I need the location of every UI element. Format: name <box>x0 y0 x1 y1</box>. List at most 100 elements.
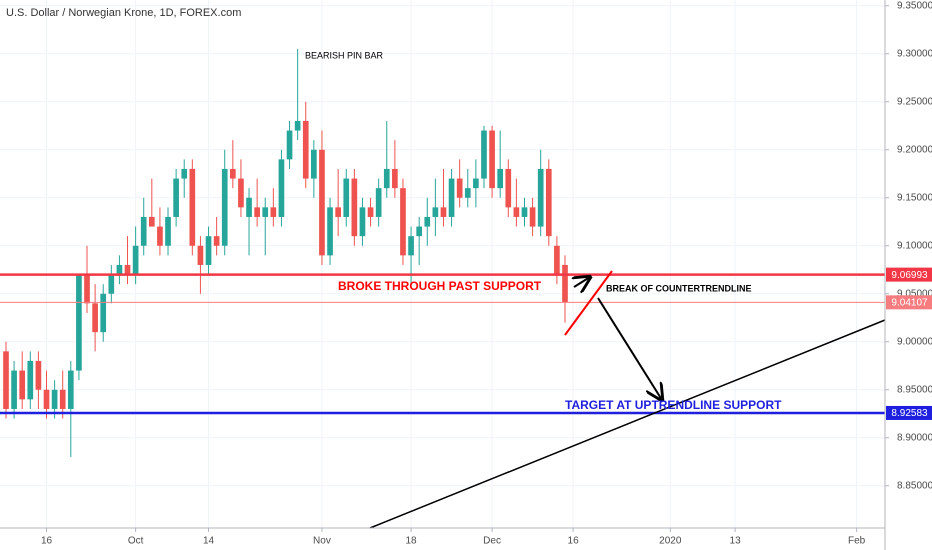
candle-body <box>448 178 455 217</box>
candle-body <box>43 389 50 409</box>
candle-body <box>124 264 131 275</box>
candle-body <box>416 226 423 237</box>
candle-body <box>489 130 495 189</box>
y-tick-label: 9.00000 <box>897 336 932 347</box>
y-tick-label: 9.15000 <box>897 192 932 203</box>
candle-body <box>229 168 236 179</box>
candle-body <box>327 207 333 256</box>
candle-body <box>205 236 212 265</box>
candle-body <box>51 389 58 409</box>
candle-body <box>537 168 544 227</box>
x-tick-label: Nov <box>313 536 331 547</box>
arrow <box>597 297 662 400</box>
y-tick-label: 8.85000 <box>897 480 932 491</box>
candle-body <box>140 216 147 246</box>
price-label: 9.06993 <box>891 270 928 281</box>
price-label-box <box>886 267 932 282</box>
candle-body <box>311 149 317 179</box>
candle-body <box>108 274 115 294</box>
y-tick-label: 9.10000 <box>897 240 932 251</box>
candle-body <box>464 188 471 198</box>
candle-body <box>246 197 252 217</box>
candle-body <box>392 168 398 189</box>
y-tick-label: 9.05000 <box>897 288 932 299</box>
x-tick-label: Feb <box>848 536 866 547</box>
x-tick-label: 16 <box>41 536 53 547</box>
candle-body <box>76 274 82 371</box>
candle-body <box>383 168 390 189</box>
candle-body <box>213 236 220 246</box>
candle-body <box>562 264 568 303</box>
candle-body <box>11 370 17 409</box>
x-tick-label: Dec <box>483 536 501 547</box>
x-tick-label: 18 <box>406 536 418 547</box>
x-tick-label: 14 <box>203 536 215 547</box>
candle-body <box>294 120 301 131</box>
candle-body <box>27 360 34 400</box>
candle-body <box>319 149 325 256</box>
y-tick-label: 9.30000 <box>897 48 932 59</box>
x-tick-label: 2020 <box>659 536 682 547</box>
x-tick-label: Oct <box>128 536 144 547</box>
x-tick-label: 16 <box>568 536 580 547</box>
candle-body <box>181 168 188 179</box>
candle-body <box>456 178 463 198</box>
annotation: BEARISH PIN BAR <box>305 50 384 60</box>
candle-body <box>351 178 358 237</box>
candle-body <box>173 178 179 217</box>
candle-body <box>262 207 269 217</box>
candle-body <box>238 178 244 208</box>
candle-body <box>148 216 155 227</box>
candle-body <box>481 130 487 179</box>
price-label: 8.92583 <box>891 408 928 419</box>
candle-body <box>343 178 350 217</box>
candle-body <box>84 274 90 304</box>
candle-body <box>221 168 228 246</box>
candle-body <box>335 207 341 217</box>
candle-body <box>440 207 447 217</box>
arrow <box>574 277 590 287</box>
candle-body <box>19 370 26 400</box>
candle-body <box>359 207 366 237</box>
price-label-box <box>886 295 932 310</box>
candle-body <box>432 207 439 217</box>
candle-body <box>375 188 382 217</box>
candle-body <box>100 293 107 333</box>
price-label: 9.04107 <box>891 297 928 308</box>
candle-body <box>157 226 163 246</box>
countertrend-line <box>564 270 613 336</box>
y-tick-label: 9.25000 <box>897 96 932 107</box>
y-tick-label: 8.95000 <box>897 384 932 395</box>
chart-title: U.S. Dollar / Norwegian Krone, 1D, FOREX… <box>6 7 241 19</box>
price-label-box <box>886 405 932 420</box>
candle-body <box>521 207 528 217</box>
y-tick-label: 9.35000 <box>897 0 932 11</box>
annotation: BREAK OF COUNTERTRENDLINE <box>606 283 752 293</box>
candle-body <box>59 389 66 409</box>
candle-body <box>165 216 171 246</box>
candle-body <box>545 168 552 237</box>
candle-body <box>189 168 196 246</box>
candle-body <box>529 207 536 227</box>
candle-body <box>400 188 406 256</box>
candle-body <box>554 245 560 275</box>
candle-body <box>513 207 520 217</box>
candle-body <box>367 207 374 217</box>
candle-body <box>254 207 260 217</box>
y-tick-label: 9.20000 <box>897 144 932 155</box>
candle-body <box>92 303 98 333</box>
candle-body <box>35 360 42 390</box>
candle-body <box>132 245 139 275</box>
candle-body <box>278 159 285 217</box>
x-tick-label: 13 <box>730 536 742 547</box>
candle-body <box>473 178 479 189</box>
candle-body <box>424 216 431 227</box>
candle-body <box>3 351 9 409</box>
annotation: BROKE THROUGH PAST SUPPORT <box>338 279 542 293</box>
candle-body <box>505 168 512 208</box>
uptrend-line <box>369 319 886 529</box>
annotation: TARGET AT UPTRENDLINE SUPPORT <box>565 398 782 412</box>
y-tick-label: 8.90000 <box>897 432 932 443</box>
